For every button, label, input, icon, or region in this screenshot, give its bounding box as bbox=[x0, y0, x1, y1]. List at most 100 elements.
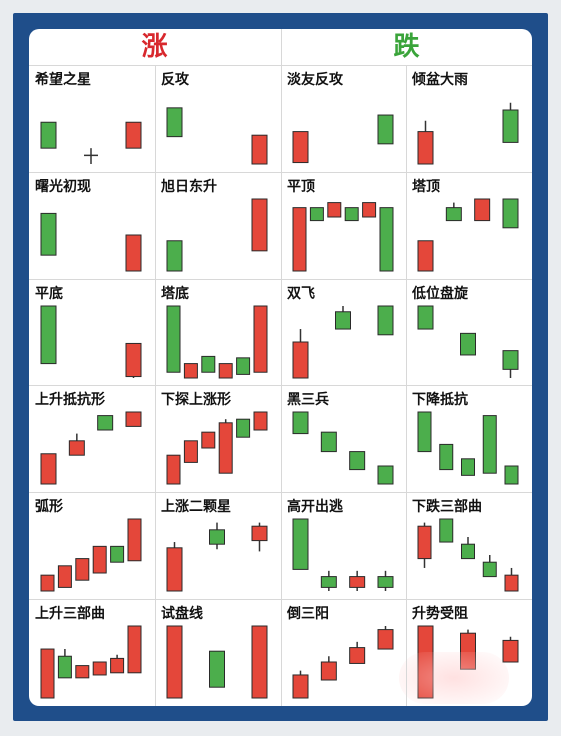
bullish-candle bbox=[253, 305, 268, 373]
bearish-candle bbox=[445, 207, 462, 222]
bearish-candle bbox=[209, 650, 225, 688]
candlestick-figure bbox=[166, 625, 268, 699]
pattern-card: 涨 跌 希望之星 反攻 淡友反攻 倾盆大雨 曙光初现 旭日东升 平顶 塔顶 平底 塔底 双飞 低位盘旋… bbox=[29, 29, 532, 706]
candlestick-figure bbox=[292, 411, 394, 485]
bullish-candle bbox=[251, 134, 268, 165]
bullish-candle bbox=[349, 576, 366, 588]
pattern-name: 下跌三部曲 bbox=[412, 499, 482, 515]
bullish-candle bbox=[377, 629, 394, 650]
grid-row-divider bbox=[29, 599, 532, 600]
bullish-candle bbox=[251, 625, 268, 699]
pattern-cell: 下探上涨形 bbox=[155, 386, 280, 496]
pattern-cell: 旭日东升 bbox=[155, 173, 280, 283]
pattern-name: 塔底 bbox=[161, 286, 189, 302]
bearish-candle bbox=[460, 332, 476, 356]
candlestick-figure bbox=[166, 198, 268, 272]
candlestick-figure bbox=[292, 626, 394, 699]
candlestick-figure bbox=[292, 202, 394, 272]
bearish-candle bbox=[166, 107, 183, 138]
bullish-candle bbox=[251, 198, 268, 252]
candlestick-figure bbox=[166, 411, 268, 485]
bullish-candle bbox=[253, 411, 268, 431]
bearish-candle bbox=[377, 114, 394, 145]
grid-column-divider bbox=[281, 29, 282, 706]
pattern-name: 低位盘旋 bbox=[412, 286, 468, 302]
bullish-candle bbox=[417, 131, 434, 165]
pattern-name: 双飞 bbox=[287, 286, 315, 302]
pattern-cell: 上升抵抗形 bbox=[29, 386, 154, 496]
bearish-candle bbox=[439, 443, 454, 471]
bullish-candle bbox=[218, 363, 233, 379]
candlestick-figure bbox=[417, 102, 519, 165]
bearish-candle bbox=[502, 109, 519, 143]
bearish-candle bbox=[209, 529, 225, 545]
bullish-candle bbox=[125, 234, 142, 272]
bullish-candle bbox=[40, 574, 55, 592]
bearish-candle bbox=[502, 350, 519, 370]
pattern-name: 上升抵抗形 bbox=[35, 392, 105, 408]
bearish-candle bbox=[201, 355, 216, 373]
pattern-cell: 曙光初现 bbox=[29, 173, 154, 283]
candlestick-figure bbox=[40, 411, 142, 485]
candlestick-figure bbox=[166, 522, 268, 592]
bullish-candle bbox=[292, 207, 307, 272]
bullish-candle bbox=[166, 454, 181, 485]
pattern-cell: 塔底 bbox=[155, 280, 280, 390]
grid-row-divider bbox=[29, 279, 532, 280]
bearish-candle bbox=[40, 121, 57, 149]
bullish-candle bbox=[349, 647, 366, 664]
pattern-name: 下降抵抗 bbox=[412, 392, 468, 408]
bearish-candle bbox=[292, 411, 309, 435]
bullish-candle bbox=[417, 525, 432, 560]
candlestick-figure bbox=[40, 305, 142, 378]
pattern-cell: 下降抵抗 bbox=[406, 386, 531, 496]
pattern-name: 倒三阳 bbox=[287, 606, 329, 622]
candlestick-figure bbox=[40, 121, 142, 164]
bearish-candle bbox=[292, 518, 309, 570]
watermark-blur bbox=[399, 652, 509, 704]
pattern-name: 上升三部曲 bbox=[35, 606, 105, 622]
bullish-candle bbox=[327, 202, 342, 218]
bearish-candle bbox=[417, 411, 432, 453]
bearish-candle bbox=[379, 207, 394, 272]
bullish-candle bbox=[68, 440, 85, 456]
pattern-cell: 平顶 bbox=[281, 173, 406, 283]
bearish-candle bbox=[236, 357, 251, 375]
bullish-candle bbox=[183, 440, 198, 463]
candlestick-figure bbox=[166, 305, 268, 379]
bullish-candle bbox=[218, 422, 233, 474]
bullish-candle bbox=[502, 639, 519, 663]
bullish-candle bbox=[127, 625, 142, 674]
pattern-cell: 高开出逃 bbox=[281, 493, 406, 603]
bearish-candle bbox=[344, 207, 359, 222]
pattern-cell: 下跌三部曲 bbox=[406, 493, 531, 603]
bullish-candle bbox=[75, 665, 90, 679]
pattern-name: 上涨二颗星 bbox=[161, 499, 231, 515]
pattern-name: 平顶 bbox=[287, 179, 315, 195]
bullish-candle bbox=[504, 574, 519, 592]
bearish-candle bbox=[320, 576, 337, 588]
pattern-cell: 双飞 bbox=[281, 280, 406, 390]
bullish-candle bbox=[75, 558, 90, 581]
pattern-cell: 倒三阳 bbox=[281, 600, 406, 706]
bearish-candle bbox=[439, 518, 454, 543]
bullish-candle bbox=[166, 547, 183, 592]
pattern-cell: 黑三兵 bbox=[281, 386, 406, 496]
candlestick-figure bbox=[166, 107, 268, 165]
bearish-candle bbox=[377, 576, 394, 588]
bearish-candle bbox=[461, 458, 475, 476]
bearish-candle bbox=[320, 431, 337, 453]
pattern-cell: 淡友反攻 bbox=[281, 66, 406, 176]
bullish-candle bbox=[292, 131, 309, 164]
pattern-cell: 试盘线 bbox=[155, 600, 280, 706]
bearish-candle bbox=[461, 543, 475, 560]
bullish-candle bbox=[125, 121, 142, 149]
grid-row-divider bbox=[29, 172, 532, 173]
bullish-candle bbox=[474, 198, 491, 222]
bullish-candle bbox=[292, 341, 309, 379]
pattern-name: 升势受阻 bbox=[412, 606, 468, 622]
bearish-candle bbox=[482, 561, 497, 578]
bullish-candle bbox=[110, 657, 125, 674]
grid-row-divider bbox=[29, 385, 532, 386]
bearish-candle bbox=[377, 305, 394, 336]
